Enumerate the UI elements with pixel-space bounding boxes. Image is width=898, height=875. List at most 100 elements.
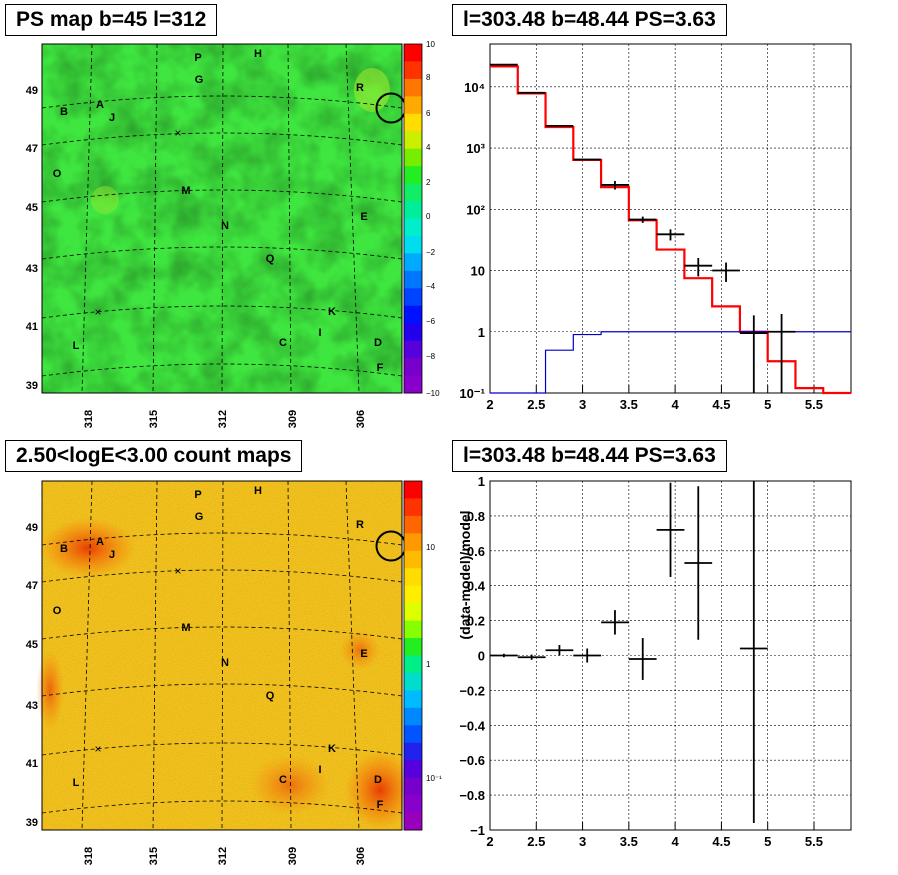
spectrum-frame	[489, 43, 852, 394]
x-tick-label: 5.5	[805, 834, 823, 849]
source-label: K	[328, 306, 336, 318]
colorbar-segment	[404, 585, 422, 604]
colorbar-tick-label: 10	[426, 40, 435, 49]
cross-marker: ×	[94, 742, 101, 756]
colorbar-segment	[404, 620, 422, 639]
colorbar-segment	[404, 78, 422, 97]
colorbar-segment	[404, 550, 422, 569]
ps-map-excess-region	[354, 68, 390, 112]
x-tick-label: 3.5	[620, 834, 638, 849]
map-y-tick-label: 49	[26, 522, 38, 534]
map-y-tick-label: 41	[26, 321, 38, 333]
x-tick-label: 5	[764, 834, 771, 849]
colorbar-segment	[404, 533, 422, 552]
x-tick-label: 3.5	[620, 397, 638, 412]
source-label: I	[318, 327, 321, 339]
longitude-line	[221, 43, 224, 394]
ps-map-excess-region	[91, 186, 119, 214]
source-label: G	[195, 511, 204, 523]
ps-map-coordinate-grid	[41, 43, 403, 394]
colorbar-segment	[404, 340, 422, 359]
count-map-axis-labels: 49 47 45 43 41 39 318 315 312 309 306	[26, 522, 367, 865]
count-map-colorbar: 10 1 10⁻¹	[403, 480, 442, 831]
source-label: O	[53, 605, 62, 617]
longitude-line	[287, 43, 292, 394]
count-map-hotspot	[250, 755, 330, 815]
colorbar-segment	[404, 44, 422, 62]
count-map-source-labels: P H G R A B J O M E N Q KI C D L F	[53, 485, 384, 811]
x-tick-label: 2	[486, 397, 493, 412]
source-label: A	[96, 536, 104, 548]
colorbar-tick-label: 4	[426, 143, 431, 152]
colorbar-segment	[404, 305, 422, 324]
colorbar-segment	[404, 655, 422, 674]
y-tick-label: 1	[478, 325, 485, 340]
y-tick-label: 10²	[466, 202, 485, 217]
source-label: P	[194, 52, 201, 64]
y-tick-label: 0.2	[467, 614, 485, 629]
colorbar-segment	[404, 253, 422, 272]
colorbar-segment	[404, 201, 422, 219]
source-label: Q	[266, 690, 275, 702]
map-y-tick-label: 43	[26, 263, 38, 275]
source-label: L	[73, 340, 80, 352]
residual-chart: 2 2.5 3 3.5 4 4.5 5 5.5 1 0.8 0.6 0.4 0.2 0 −0.2 −0.4 −0…	[457, 474, 852, 849]
colorbar-segment	[404, 672, 422, 691]
y-tick-label: 10⁴	[464, 80, 485, 95]
colorbar-tick-label: −4	[426, 282, 436, 291]
source-label: R	[356, 519, 364, 531]
map-x-tick-label: 312	[217, 847, 229, 865]
map-y-tick-label: 39	[26, 817, 38, 829]
map-x-tick-label: 312	[217, 410, 229, 428]
source-label: I	[318, 764, 321, 776]
colorbar-segment	[404, 218, 422, 237]
x-tick-label: 2.5	[527, 834, 545, 849]
map-y-tick-label: 45	[26, 639, 38, 651]
spectrum-chart: 2 2.5 3 3.5 4 4.5 5 5.5 10⁴ 10³ 10² 10 1 10⁻¹	[459, 43, 852, 412]
source-label: J	[109, 112, 115, 124]
source-label: B	[60, 543, 68, 555]
title-ps-map: PS map b=45 l=312	[5, 4, 218, 36]
source-label: E	[360, 648, 367, 660]
source-label: L	[73, 777, 80, 789]
colorbar-tick-label: 2	[426, 178, 431, 187]
colorbar-segment	[404, 148, 422, 167]
map-y-tick-label: 41	[26, 758, 38, 770]
colorbar-segment	[404, 235, 422, 254]
x-tick-label: 4	[672, 834, 680, 849]
y-tick-label: 0.6	[467, 544, 485, 559]
longitude-line	[221, 480, 224, 831]
source-label: M	[181, 185, 190, 197]
source-label: K	[328, 743, 336, 755]
colorbar-tick-label: −6	[426, 317, 436, 326]
y-tick-label: −0.8	[459, 788, 485, 803]
colorbar-segment	[404, 690, 422, 709]
count-map-frame	[41, 480, 403, 831]
colorbar-segment	[404, 323, 422, 342]
background-histogram	[490, 331, 851, 394]
longitude-line	[345, 43, 360, 394]
source-label: F	[377, 799, 384, 811]
title-count-map: 2.50<logE<3.00 count maps	[5, 440, 303, 472]
source-label: J	[109, 549, 115, 561]
source-label: C	[279, 774, 287, 786]
y-tick-label: 10⁻¹	[459, 386, 485, 401]
y-tick-label: 10³	[466, 141, 485, 156]
colorbar-segment	[404, 498, 422, 517]
count-map-coordinate-grid	[41, 480, 403, 831]
colorbar-segment	[404, 603, 422, 622]
colorbar-segment	[404, 166, 422, 185]
y-tick-label: −0.2	[459, 683, 485, 698]
colorbar-segment	[404, 61, 422, 80]
ps-map-frame	[41, 43, 403, 394]
y-tick-label: 0.8	[467, 509, 485, 524]
map-x-tick-label: 306	[355, 847, 367, 865]
source-label: O	[53, 168, 62, 180]
longitude-line	[345, 480, 360, 831]
source-label: H	[254, 48, 262, 60]
source-label: D	[374, 337, 382, 349]
source-label: R	[356, 82, 364, 94]
y-tick-label: −1	[470, 823, 485, 838]
longitude-line	[287, 480, 292, 831]
